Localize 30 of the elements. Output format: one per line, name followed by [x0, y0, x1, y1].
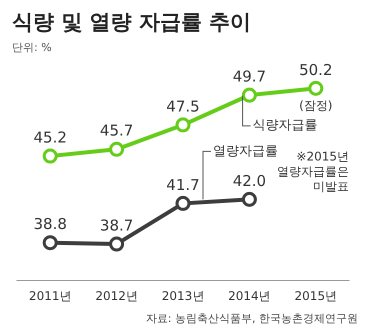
x-tick-label: 2011년	[28, 288, 72, 303]
data-label: 49.7	[232, 68, 266, 86]
point	[176, 117, 190, 132]
data-label: 45.7	[100, 122, 134, 140]
point	[42, 235, 58, 250]
data-label: 45.2	[33, 128, 67, 146]
text: 단위: %	[12, 40, 53, 55]
data-label: 41.7	[166, 176, 200, 194]
annotation: ※2015년 열량자급률은 미발표	[277, 150, 349, 194]
chart-title: 식량 및 열량 자급률 추이	[12, 9, 252, 36]
text: 자료: 농림축산식품부, 한국농촌경제연구원	[144, 311, 358, 326]
x-tick-label: 2014년	[228, 288, 271, 303]
point	[242, 88, 257, 103]
text: 열량자급률	[213, 144, 278, 159]
x-tick-label: 2013년	[162, 288, 204, 303]
data-label: 42.0	[232, 172, 266, 190]
data-label: 50.2	[299, 60, 333, 79]
point	[308, 80, 324, 96]
series-label: 식량자급률	[252, 118, 318, 134]
x-tick-label: 2012년	[95, 288, 138, 303]
point	[42, 148, 58, 164]
data-label: 47.5	[166, 97, 200, 116]
point	[109, 236, 124, 252]
x-tick-label: 2015년	[294, 288, 338, 303]
point	[242, 192, 257, 207]
data-label: 38.8	[33, 215, 67, 234]
point	[176, 196, 190, 211]
point	[109, 142, 124, 157]
annotation: (잠정)	[299, 98, 332, 112]
data-label: 38.7	[100, 216, 134, 234]
